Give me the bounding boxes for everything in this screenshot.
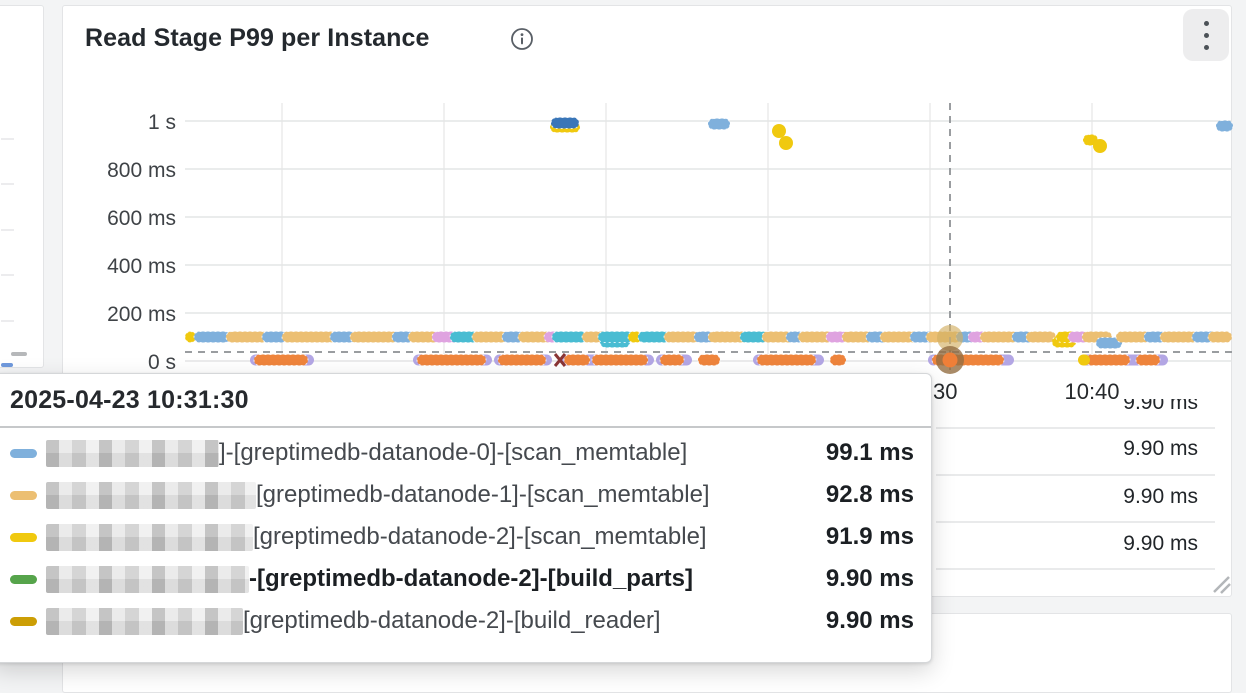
redacted-series-prefix [46,565,249,593]
series-value: 99.1 ms [825,439,914,466]
legend-row-value[interactable]: 9.90 ms [1123,437,1198,460]
legend-clip-cover [933,376,1230,399]
legend-row-separator [936,427,1215,429]
legend-table: 9.90 ms 9.90 ms 9.90 ms 9.90 ms [933,376,1230,570]
series-color-marker [10,490,37,500]
neighbor-gridline [1,320,14,322]
legend-row-separator [936,568,1215,570]
series-value: 92.8 ms [825,481,914,508]
legend-row-value[interactable]: 9.90 ms [1123,485,1198,508]
legend-row-separator [936,521,1215,523]
series-label: [greptimedb-datanode-1]-[scan_memtable] [256,481,710,508]
tooltip-series-row: [greptimedb-datanode-2]-[scan_memtable] 9… [0,516,931,558]
series-value: 9.90 ms [825,565,914,592]
series-value: 91.9 ms [825,523,914,550]
kebab-dot [1203,32,1209,38]
chart-tooltip: 2025-04-23 10:31:30 ]-[greptimedb-datano… [0,373,932,663]
tooltip-rows: ]-[greptimedb-datanode-0]-[scan_memtable… [0,432,931,642]
series-label: [greptimedb-datanode-2]-[scan_memtable] [253,523,707,550]
kebab-dot [1203,20,1209,26]
redacted-series-prefix [46,439,219,467]
neighbor-series-dash-blue [1,363,13,367]
tooltip-series-row: -[greptimedb-datanode-2]-[build_parts] 9.… [0,558,931,600]
series-value: 9.90 ms [825,607,914,634]
series-label: ]-[greptimedb-datanode-0]-[scan_memtable… [219,439,688,466]
legend-row-separator [936,474,1215,476]
neighbor-series-dash-gray [11,352,27,356]
tooltip-series-row: [greptimedb-datanode-2]-[build_reader] 9.… [0,600,931,642]
info-icon[interactable] [510,27,534,51]
kebab-dot [1203,44,1209,50]
panel-title: Read Stage P99 per Instance [85,24,430,52]
series-color-marker [10,574,37,584]
neighbor-gridline [1,183,14,185]
neighbor-panel [0,5,44,368]
panel-menu-button[interactable] [1183,9,1229,61]
tooltip-series-row: [greptimedb-datanode-1]-[scan_memtable] 9… [0,474,931,516]
neighbor-gridline [1,274,14,276]
redacted-series-prefix [46,607,243,635]
redacted-series-prefix [46,523,253,551]
legend-row-value[interactable]: 9.90 ms [1123,532,1198,555]
series-color-marker [10,616,37,626]
series-label: -[greptimedb-datanode-2]-[build_parts] [249,565,693,592]
redacted-series-prefix [46,481,256,509]
tooltip-series-row: ]-[greptimedb-datanode-0]-[scan_memtable… [0,432,931,474]
tooltip-timestamp: 2025-04-23 10:31:30 [10,386,249,414]
series-color-marker [10,532,37,542]
neighbor-gridline [1,138,14,140]
tooltip-divider [0,426,931,428]
neighbor-gridline [1,229,14,231]
series-label: [greptimedb-datanode-2]-[build_reader] [243,607,661,634]
series-color-marker [10,448,37,458]
